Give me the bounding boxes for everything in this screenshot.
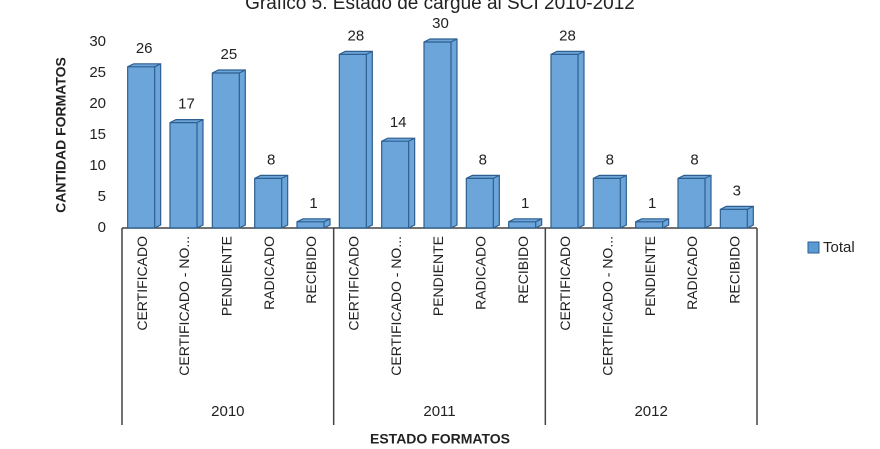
data-label: 8 bbox=[267, 151, 275, 168]
group-label: 2010 bbox=[211, 403, 244, 420]
bar bbox=[381, 137, 416, 229]
bar bbox=[296, 218, 331, 229]
legend-swatch bbox=[807, 241, 820, 254]
bar bbox=[592, 174, 627, 229]
x-tick-label: CERTIFICADO bbox=[134, 236, 150, 331]
data-label: 28 bbox=[559, 27, 576, 44]
data-label: 28 bbox=[347, 27, 364, 44]
data-label: 25 bbox=[220, 46, 237, 63]
y-tick-label: 30 bbox=[89, 33, 106, 50]
x-tick-label: RADICADO bbox=[261, 236, 277, 310]
x-axis-title: ESTADO FORMATOS bbox=[370, 431, 510, 447]
y-tick-label: 5 bbox=[98, 188, 106, 205]
bar bbox=[719, 205, 754, 229]
data-label: 8 bbox=[479, 151, 487, 168]
y-tick-label: 10 bbox=[89, 157, 106, 174]
data-label: 1 bbox=[521, 195, 529, 212]
data-label: 30 bbox=[432, 15, 449, 32]
legend-label: Total bbox=[823, 239, 855, 256]
x-tick-label: RADICADO bbox=[473, 236, 489, 310]
bar bbox=[677, 174, 712, 229]
group-label: 2011 bbox=[423, 403, 455, 420]
data-label: 14 bbox=[390, 114, 407, 131]
bar bbox=[211, 69, 246, 229]
x-tick-label: PENDIENTE bbox=[219, 236, 235, 316]
x-tick-label: PENDIENTE bbox=[430, 236, 446, 316]
bar bbox=[338, 50, 373, 229]
bar bbox=[550, 50, 585, 229]
y-tick-label: 15 bbox=[89, 126, 106, 143]
data-label: 1 bbox=[648, 195, 656, 212]
data-label: 1 bbox=[309, 195, 317, 212]
bar bbox=[254, 174, 289, 229]
y-tick-label: 25 bbox=[89, 64, 106, 81]
x-tick-label: RECIBIDO bbox=[303, 236, 319, 304]
x-tick-label: RECIBIDO bbox=[727, 236, 743, 304]
bar bbox=[169, 119, 204, 229]
x-tick-label: RADICADO bbox=[684, 236, 700, 310]
bar bbox=[465, 174, 500, 229]
chart-title: Gráfico 5. Estado de cargue al SCI 2010-… bbox=[245, 0, 635, 14]
data-label: 8 bbox=[690, 151, 698, 168]
bar bbox=[127, 63, 162, 229]
data-label: 8 bbox=[606, 151, 614, 168]
bar bbox=[423, 38, 458, 229]
bar bbox=[508, 218, 543, 229]
x-tick-label: RECIBIDO bbox=[515, 236, 531, 304]
x-tick-label: CERTIFICADO bbox=[557, 236, 573, 331]
x-tick-label: CERTIFICADO bbox=[346, 236, 362, 331]
data-label: 3 bbox=[733, 182, 741, 199]
y-tick-label: 0 bbox=[98, 219, 106, 236]
bar bbox=[635, 218, 670, 229]
x-tick-label: CERTIFICADO - NO... bbox=[176, 236, 192, 376]
y-tick-label: 20 bbox=[89, 95, 106, 112]
x-tick-label: CERTIFICADO - NO... bbox=[388, 236, 404, 376]
data-label: 17 bbox=[178, 96, 195, 113]
x-tick-label: CERTIFICADO - NO... bbox=[600, 236, 616, 376]
group-label: 2012 bbox=[634, 403, 667, 420]
data-label: 26 bbox=[136, 40, 153, 57]
x-tick-label: PENDIENTE bbox=[642, 236, 658, 316]
y-axis-title: CANTIDAD FORMATOS bbox=[53, 57, 69, 213]
